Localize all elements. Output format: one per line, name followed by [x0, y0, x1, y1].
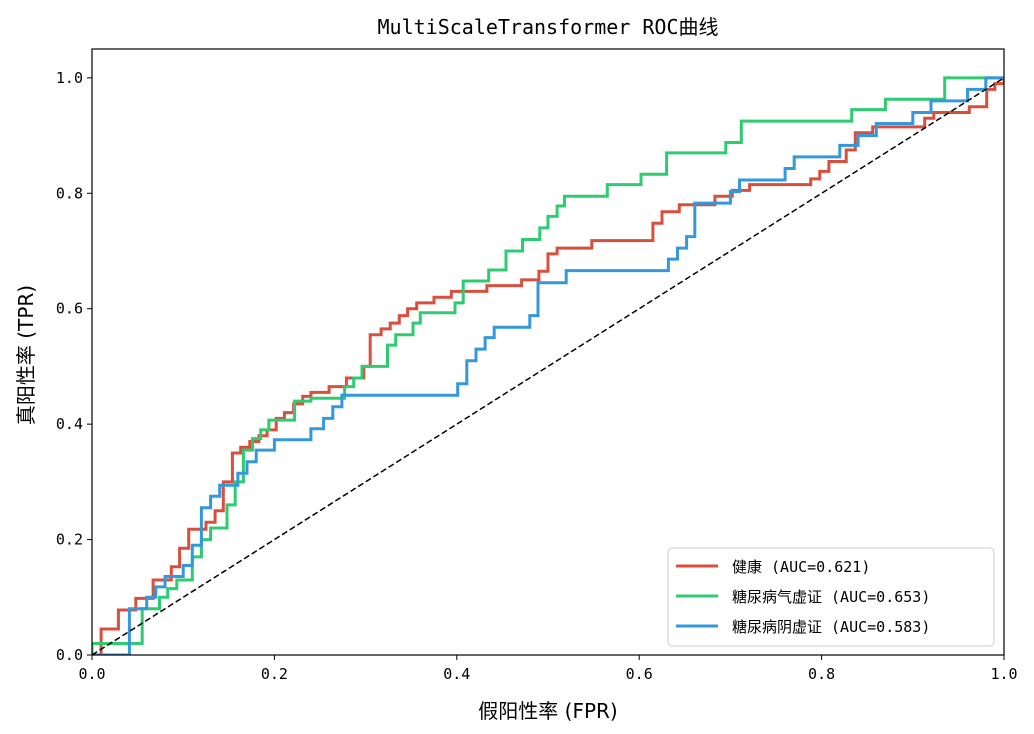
y-tick-label-5: 1.0 [56, 69, 83, 87]
roc-line-series-2 [92, 76, 1004, 655]
x-axis-label: 假阳性率 (FPR) [478, 699, 617, 723]
roc-line-series-1 [92, 77, 1004, 655]
y-axis-label: 真阳性率 (TPR) [14, 285, 38, 425]
series-group [92, 76, 1004, 655]
x-tick-label-2: 0.4 [443, 665, 470, 683]
x-tick-label-3: 0.6 [626, 665, 653, 683]
plot-area: 0.0 0.2 0.4 0.6 0.8 1.0 0.0 0.2 0.4 0.6 0.8 1.0 [56, 48, 1018, 683]
y-tick-label-0: 0.0 [56, 646, 83, 664]
legend-label-2: 糖尿病气虚证 (AUC=0.653) [732, 588, 930, 606]
y-tick-label-4: 0.8 [56, 184, 83, 202]
legend-label-1: 健康 (AUC=0.621) [732, 558, 870, 576]
x-tick-label-4: 0.8 [808, 665, 835, 683]
legend-box [667, 547, 995, 647]
y-tick-label-3: 0.6 [56, 300, 83, 318]
roc-line-series-3 [92, 76, 1004, 655]
y-tick-label-1: 0.2 [56, 531, 83, 549]
legend: 健康 (AUC=0.621) 糖尿病气虚证 (AUC=0.653) 糖尿病阴虚证 (… [667, 547, 995, 647]
axes-frame [91, 48, 1005, 656]
chart-title: MultiScaleTransformer ROC曲线 [377, 15, 718, 39]
x-tick-label-1: 0.2 [261, 665, 288, 683]
x-tick-label-5: 1.0 [990, 665, 1017, 683]
legend-label-3: 糖尿病阴虚证 (AUC=0.583) [732, 618, 930, 636]
y-tick-label-2: 0.4 [56, 415, 83, 433]
x-tick-label-0: 0.0 [78, 665, 105, 683]
